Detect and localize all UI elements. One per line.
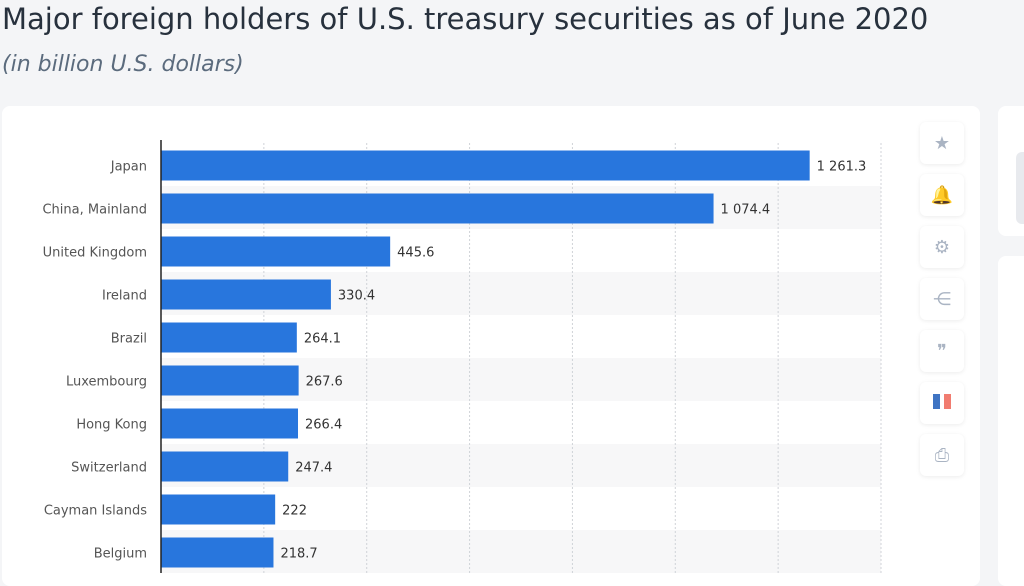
bell-icon: 🔔 [930, 184, 954, 206]
category-label: Luxembourg [66, 375, 147, 390]
bar[interactable] [161, 537, 274, 568]
bar[interactable] [161, 236, 391, 267]
data-label: 1 261.3 [817, 160, 867, 175]
quote-icon: ❞ [937, 340, 947, 362]
bar[interactable] [161, 193, 714, 224]
side-panel [998, 106, 1024, 236]
gear-button[interactable]: ⚙ [920, 226, 964, 268]
side-panel-lower [998, 256, 1024, 586]
bar[interactable] [161, 322, 297, 353]
data-label: 1 074.4 [721, 203, 771, 218]
bar[interactable] [161, 279, 331, 310]
category-label: China, Mainland [42, 203, 147, 218]
data-label: 247.4 [295, 461, 332, 476]
star-icon: ★ [933, 132, 951, 154]
bar[interactable] [161, 150, 810, 181]
star-button[interactable]: ★ [920, 122, 964, 164]
category-label: Switzerland [71, 461, 147, 476]
category-label: Japan [110, 160, 147, 175]
flag-button[interactable] [920, 382, 964, 424]
print-button[interactable]: ⎙ [920, 434, 964, 476]
chart-card: Japan 1 261.3 China, Mainland 1 074.4 United… [2, 106, 980, 586]
bar[interactable] [161, 494, 276, 525]
category-label: United Kingdom [43, 246, 147, 261]
flag-icon [933, 393, 951, 414]
category-label: Belgium [94, 547, 147, 562]
print-icon: ⎙ [934, 444, 950, 466]
share-icon: ⋲ [933, 288, 951, 310]
category-label: Brazil [111, 332, 147, 347]
data-label: 266.4 [305, 418, 342, 433]
side-button[interactable] [1016, 152, 1024, 224]
share-button[interactable]: ⋲ [920, 278, 964, 320]
data-label: 445.6 [397, 246, 434, 261]
bar[interactable] [161, 451, 289, 482]
gear-icon: ⚙ [933, 236, 951, 258]
chart-title: Major foreign holders of U.S. treasury s… [2, 2, 929, 36]
bar[interactable] [161, 408, 299, 439]
row-stripe [161, 530, 881, 573]
bar-chart: Japan 1 261.3 China, Mainland 1 074.4 United… [42, 140, 882, 573]
quote-button[interactable]: ❞ [920, 330, 964, 372]
chart-subtitle: (in billion U.S. dollars) [2, 52, 244, 77]
category-label: Hong Kong [76, 418, 147, 433]
category-label: Cayman Islands [44, 504, 147, 519]
data-label: 330.4 [338, 289, 375, 304]
bar[interactable] [161, 365, 299, 396]
toolbar: ★ 🔔 ⚙ ⋲ ❞ ⎙ [920, 122, 964, 486]
category-label: Ireland [102, 289, 147, 304]
bell-button[interactable]: 🔔 [920, 174, 964, 216]
data-label: 264.1 [304, 332, 341, 347]
data-label: 218.7 [280, 547, 317, 562]
data-label: 222 [282, 504, 307, 519]
data-label: 267.6 [306, 375, 343, 390]
